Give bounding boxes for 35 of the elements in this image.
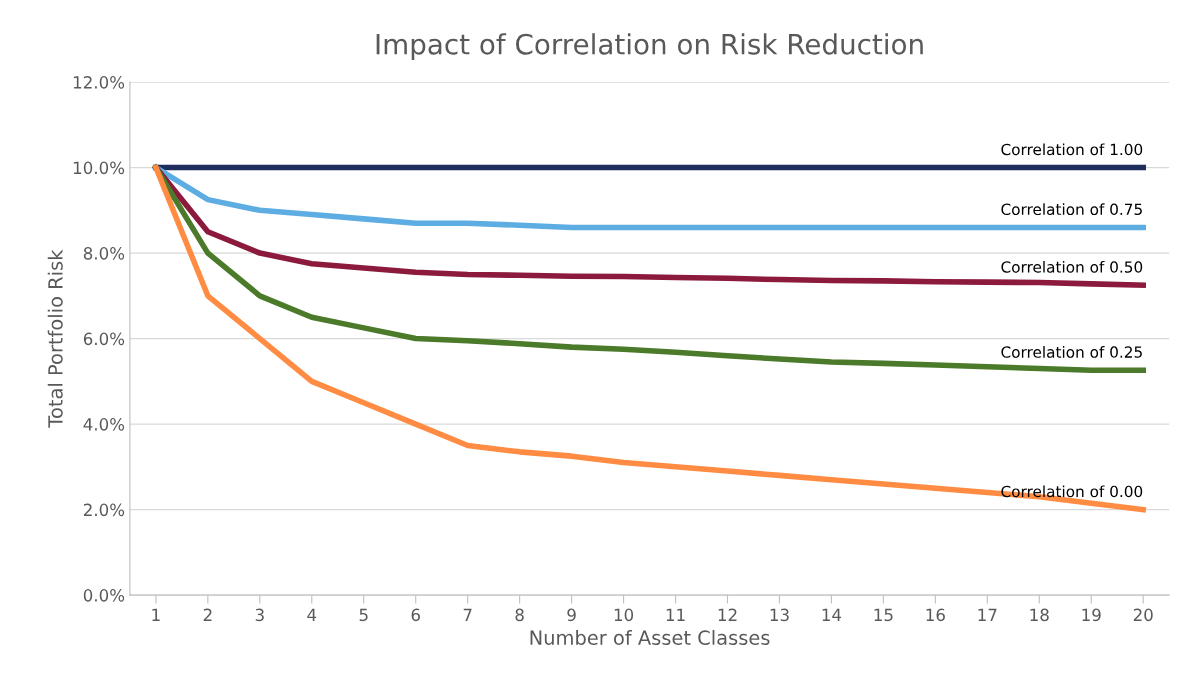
x-tick-label: 8	[515, 608, 524, 622]
x-tick-label: 5	[359, 608, 368, 622]
y-tick-label: 4.0%	[83, 418, 125, 431]
x-tick-label: 1	[152, 608, 160, 621]
y-tick-label: 0.0%	[83, 589, 125, 602]
x-tick-label: 3	[255, 608, 264, 622]
series-label: Correlation of 0.50	[1001, 260, 1143, 273]
x-tick-label: 13	[770, 608, 789, 622]
series-label: Correlation of 0.75	[1001, 203, 1142, 216]
x-tick-label: 7	[463, 608, 472, 621]
series-label: Correlation of 1.00	[1001, 143, 1143, 156]
x-tick-label: 19	[1082, 608, 1101, 622]
x-tick-label: 9	[567, 608, 576, 622]
x-tick-label: 14	[822, 608, 842, 621]
x-tick-label: 10	[614, 608, 634, 622]
y-tick-label: 8.0%	[83, 247, 125, 260]
x-tick-label: 2	[203, 608, 212, 621]
x-tick-label: 16	[926, 608, 945, 622]
x-tick-label: 17	[978, 608, 997, 621]
x-tick-label: 12	[718, 608, 737, 621]
x-tick-label: 15	[874, 608, 893, 622]
x-tick-label: 4	[307, 608, 317, 621]
y-tick-label: 2.0%	[83, 503, 125, 517]
x-tick-label: 6	[411, 608, 420, 622]
chart-title: Impact of Correlation on Risk Reduction	[376, 33, 923, 61]
x-tick-label: 20	[1133, 608, 1153, 622]
y-tick-label: 6.0%	[83, 332, 125, 346]
x-tick-label: 18	[1030, 608, 1049, 622]
y-tick-label: 10.0%	[73, 161, 125, 175]
x-tick-label: 11	[666, 608, 685, 621]
series-label: Correlation of 0.25	[1001, 346, 1142, 358]
y-axis-title: Total Portfolio Risk	[47, 249, 63, 428]
x-axis-title: Number of Asset Classes	[530, 629, 770, 646]
y-tick-label: 12.0%	[73, 76, 125, 89]
series-label: Correlation of 0.00	[1001, 485, 1143, 498]
